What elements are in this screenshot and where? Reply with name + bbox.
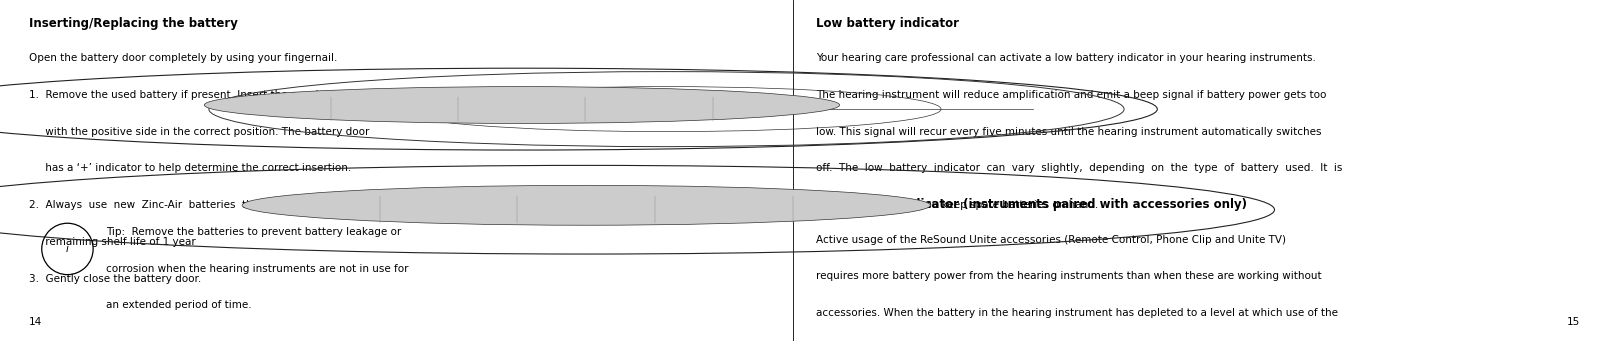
Text: The hearing instrument will reduce amplification and emit a beep signal if batte: The hearing instrument will reduce ampli… bbox=[815, 90, 1326, 100]
Text: Your hearing care professional can activate a low battery indicator in your hear: Your hearing care professional can activ… bbox=[815, 53, 1314, 63]
Text: with the positive side in the correct position. The battery door: with the positive side in the correct po… bbox=[29, 127, 369, 136]
Text: Low battery indicator: Low battery indicator bbox=[815, 17, 958, 30]
Text: Low battery indicator (instruments paired with accessories only): Low battery indicator (instruments paire… bbox=[815, 198, 1245, 211]
Text: 15: 15 bbox=[1566, 317, 1579, 327]
Text: recommended that you keep spare batteries on hand.: recommended that you keep spare batterie… bbox=[815, 200, 1098, 210]
Text: an extended period of time.: an extended period of time. bbox=[106, 300, 252, 310]
Text: accessories. When the battery in the hearing instrument has depleted to a level : accessories. When the battery in the hea… bbox=[815, 308, 1337, 318]
Text: Tip:  Remove the batteries to prevent battery leakage or: Tip: Remove the batteries to prevent bat… bbox=[106, 227, 401, 237]
Text: low. This signal will recur every five minutes until the hearing instrument auto: low. This signal will recur every five m… bbox=[815, 127, 1321, 136]
Text: requires more battery power from the hearing instruments than when these are wor: requires more battery power from the hea… bbox=[815, 271, 1321, 281]
Text: i: i bbox=[66, 244, 69, 254]
Text: remaining shelf life of 1 year: remaining shelf life of 1 year bbox=[29, 237, 196, 247]
Ellipse shape bbox=[242, 185, 929, 225]
Text: has a ‘+’ indicator to help determine the correct insertion.: has a ‘+’ indicator to help determine th… bbox=[29, 163, 351, 173]
Text: corrosion when the hearing instruments are not in use for: corrosion when the hearing instruments a… bbox=[106, 264, 408, 273]
Text: 2.  Always  use  new  Zinc-Air  batteries  that  have  a  minimum: 2. Always use new Zinc-Air batteries tha… bbox=[29, 200, 364, 210]
Text: 3.  Gently close the battery door.: 3. Gently close the battery door. bbox=[29, 274, 201, 284]
Text: Active usage of the ReSound Unite accessories (Remote Control, Phone Clip and Un: Active usage of the ReSound Unite access… bbox=[815, 235, 1286, 244]
Text: off.  The  low  battery  indicator  can  vary  slightly,  depending  on  the  ty: off. The low battery indicator can vary … bbox=[815, 163, 1342, 173]
Text: Inserting/Replacing the battery: Inserting/Replacing the battery bbox=[29, 17, 238, 30]
Text: 14: 14 bbox=[29, 317, 42, 327]
Text: Open the battery door completely by using your fingernail.: Open the battery door completely by usin… bbox=[29, 53, 337, 63]
Text: 1.  Remove the used battery if present. Insert the new battery: 1. Remove the used battery if present. I… bbox=[29, 90, 353, 100]
Ellipse shape bbox=[204, 87, 839, 123]
